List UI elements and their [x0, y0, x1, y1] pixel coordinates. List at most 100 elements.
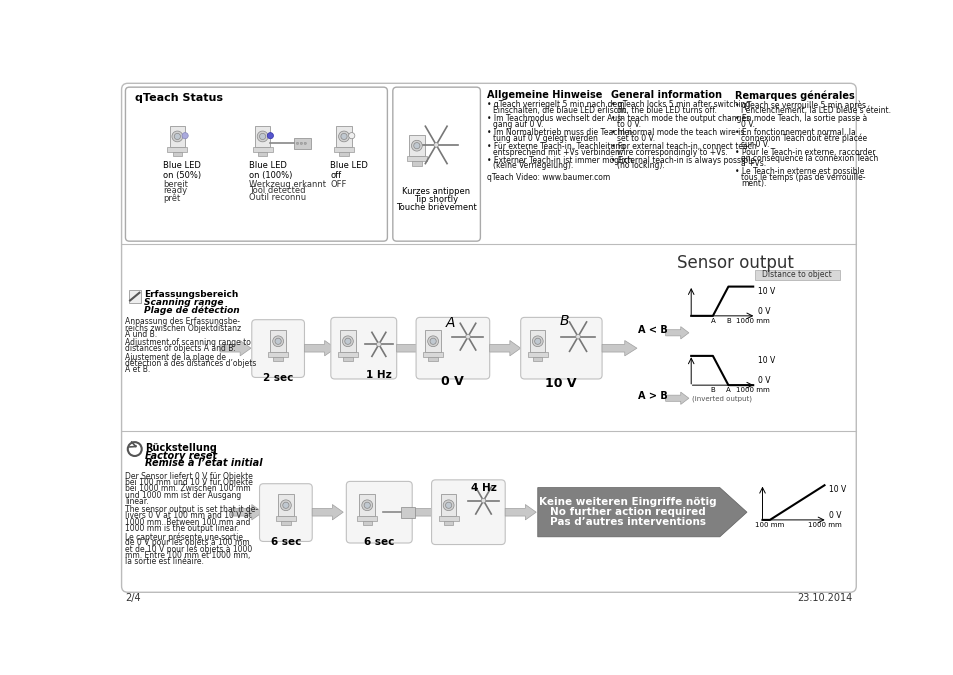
- Text: tung auf 0 V gelegt werden: tung auf 0 V gelegt werden: [493, 134, 597, 142]
- Circle shape: [182, 132, 188, 139]
- Polygon shape: [232, 504, 262, 520]
- Bar: [281, 520, 291, 525]
- FancyBboxPatch shape: [346, 481, 412, 543]
- FancyBboxPatch shape: [259, 484, 312, 541]
- Text: reichs zwischen Objektdistanz: reichs zwischen Objektdistanz: [125, 323, 241, 333]
- Text: (no locking).: (no locking).: [617, 161, 664, 171]
- Circle shape: [348, 132, 355, 139]
- Circle shape: [480, 498, 485, 503]
- Text: bei 100 mm und 10 V für Objekte: bei 100 mm und 10 V für Objekte: [125, 479, 253, 487]
- Polygon shape: [537, 487, 746, 537]
- Text: la sortie est linéaire.: la sortie est linéaire.: [125, 557, 204, 566]
- Circle shape: [344, 338, 351, 344]
- Bar: [412, 161, 421, 165]
- Text: et de 10 V pour les objets à 1000: et de 10 V pour les objets à 1000: [125, 545, 253, 554]
- Bar: [533, 356, 542, 361]
- Text: prêt: prêt: [163, 194, 180, 203]
- Text: distances of objects A and B.: distances of objects A and B.: [125, 344, 236, 353]
- Text: (keine Verriegelung).: (keine Verriegelung).: [493, 161, 573, 171]
- Bar: [294, 138, 311, 148]
- Circle shape: [282, 502, 289, 508]
- Text: A < B: A < B: [638, 325, 667, 335]
- Circle shape: [342, 336, 353, 347]
- Text: Remise à l’état initial: Remise à l’état initial: [145, 458, 262, 468]
- Polygon shape: [396, 340, 427, 356]
- Circle shape: [414, 142, 419, 148]
- Text: • Le Teach-in externe est possible: • Le Teach-in externe est possible: [735, 167, 863, 176]
- Bar: [257, 152, 267, 157]
- Bar: [400, 507, 415, 518]
- Circle shape: [273, 336, 283, 347]
- Circle shape: [430, 338, 436, 344]
- Bar: [337, 352, 357, 356]
- Polygon shape: [601, 340, 637, 356]
- Text: Tool detected: Tool detected: [249, 186, 305, 196]
- Text: Remarques générales: Remarques générales: [735, 90, 854, 101]
- Text: 23.10.2014: 23.10.2014: [797, 593, 852, 603]
- Text: Keine weiteren Eingriffe nötig: Keine weiteren Eingriffe nötig: [538, 497, 716, 507]
- Polygon shape: [489, 340, 520, 356]
- Bar: [438, 516, 458, 520]
- Text: gang auf 0 V.: gang auf 0 V.: [493, 120, 542, 129]
- Bar: [254, 126, 270, 147]
- Polygon shape: [505, 504, 536, 520]
- Text: • Pour le Teach-in externe, raccorder: • Pour le Teach-in externe, raccorder: [735, 148, 875, 157]
- FancyBboxPatch shape: [431, 480, 505, 545]
- Bar: [443, 520, 453, 525]
- Text: 1000 mm. Between 100 mm and: 1000 mm. Between 100 mm and: [125, 518, 251, 526]
- Polygon shape: [220, 340, 251, 356]
- Circle shape: [128, 442, 142, 456]
- Circle shape: [340, 134, 347, 140]
- Circle shape: [304, 142, 306, 144]
- Text: Adjustment of scanning range to: Adjustment of scanning range to: [125, 338, 251, 347]
- Bar: [530, 331, 545, 352]
- Circle shape: [445, 502, 452, 508]
- Text: Ajustement de la plage de: Ajustement de la plage de: [125, 353, 226, 362]
- Bar: [409, 135, 424, 157]
- Text: qTeach Video: www.baumer.com: qTeach Video: www.baumer.com: [487, 173, 610, 182]
- Text: Erfassungsbereich: Erfassungsbereich: [144, 290, 238, 300]
- FancyBboxPatch shape: [125, 87, 387, 241]
- Circle shape: [338, 131, 349, 142]
- Text: 0 V: 0 V: [828, 511, 841, 520]
- Text: 10 V: 10 V: [757, 287, 774, 296]
- Text: The sensor output is set that it de-: The sensor output is set that it de-: [125, 506, 258, 514]
- Bar: [406, 157, 427, 161]
- FancyBboxPatch shape: [331, 317, 396, 379]
- Bar: [170, 126, 185, 147]
- Text: und 1000 mm ist der Ausgang: und 1000 mm ist der Ausgang: [125, 491, 241, 500]
- Text: • In teach mode the output changes: • In teach mode the output changes: [611, 114, 750, 123]
- Bar: [440, 495, 456, 516]
- Text: 1000 mm: 1000 mm: [736, 387, 769, 394]
- Text: sur 0 V.: sur 0 V.: [740, 140, 768, 148]
- Bar: [270, 331, 286, 352]
- Text: bereit: bereit: [163, 180, 188, 188]
- Polygon shape: [665, 392, 688, 404]
- FancyBboxPatch shape: [393, 87, 480, 241]
- Circle shape: [427, 336, 438, 347]
- Text: on, the blue LED turns off.: on, the blue LED turns off.: [617, 106, 716, 115]
- Bar: [362, 520, 372, 525]
- Text: B: B: [559, 315, 569, 328]
- Text: Tip shortly: Tip shortly: [414, 195, 457, 204]
- Text: set to 0 V.: set to 0 V.: [617, 134, 655, 142]
- Circle shape: [534, 338, 540, 344]
- Text: Allgemeine Hinweise: Allgemeine Hinweise: [487, 90, 602, 101]
- Text: 0 V: 0 V: [757, 376, 769, 385]
- Text: Touche brièvement: Touche brièvement: [395, 202, 476, 212]
- Text: • Für externe Teach-in, Teachleitung: • Für externe Teach-in, Teachleitung: [487, 142, 625, 151]
- Text: 2/4: 2/4: [125, 593, 141, 603]
- Text: livers 0 V at 100 mm and 10 V at: livers 0 V at 100 mm and 10 V at: [125, 512, 252, 520]
- Bar: [278, 495, 294, 516]
- Polygon shape: [665, 327, 688, 339]
- Circle shape: [300, 142, 302, 144]
- Text: 6 sec: 6 sec: [363, 537, 394, 547]
- Text: (inverted output): (inverted output): [692, 396, 751, 402]
- Circle shape: [443, 500, 454, 511]
- Circle shape: [267, 132, 274, 139]
- Text: Anpassung des Erfassungsbe-: Anpassung des Erfassungsbe-: [125, 317, 240, 327]
- Text: • qTeach se verrouille 5 min après: • qTeach se verrouille 5 min après: [735, 101, 865, 110]
- Circle shape: [411, 140, 422, 151]
- Text: l’enclenchement, la LED bleue s’éteint.: l’enclenchement, la LED bleue s’éteint.: [740, 106, 890, 115]
- FancyBboxPatch shape: [121, 83, 856, 592]
